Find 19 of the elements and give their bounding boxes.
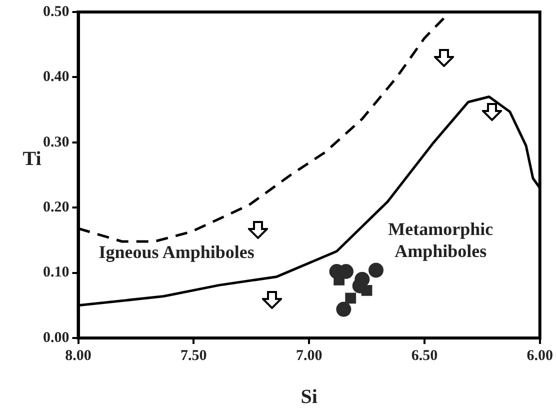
annotation: Igneous Amphiboles [98, 242, 254, 262]
point [368, 262, 384, 278]
y-tick-label: 0.00 [43, 330, 70, 346]
y-tick-label: 0.10 [43, 264, 70, 281]
x-tick-label: 7.00 [296, 348, 322, 364]
point [345, 292, 356, 304]
x-tick-label: 7.50 [180, 348, 207, 364]
x-tick-label: 6.50 [411, 348, 438, 364]
y-tick-label: 0.50 [43, 4, 70, 20]
y-axis-title: Ti [22, 148, 42, 170]
annotation: Metamorphic Amphiboles [388, 219, 494, 262]
y-tick-label: 0.30 [43, 134, 70, 150]
y-tick-label: 0.20 [43, 199, 70, 216]
x-axis-title: Si [300, 386, 318, 408]
y-tick-label: 0.40 [43, 69, 70, 86]
point [336, 302, 352, 317]
point [352, 278, 368, 294]
x-tick-label: 6.00 [526, 348, 553, 364]
x-tick-label: 8.00 [65, 348, 92, 364]
